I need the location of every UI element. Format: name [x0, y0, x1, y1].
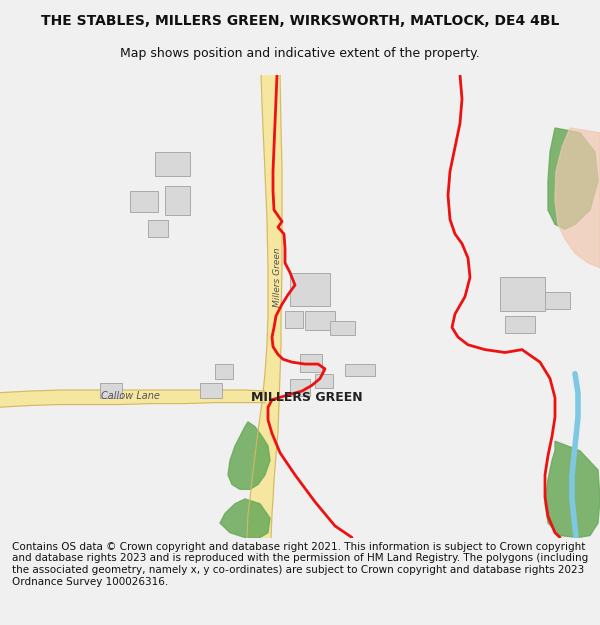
Text: Contains OS data © Crown copyright and database right 2021. This information is : Contains OS data © Crown copyright and d… — [12, 542, 588, 587]
Text: Map shows position and indicative extent of the property.: Map shows position and indicative extent… — [120, 48, 480, 61]
Bar — [300, 354, 322, 372]
Polygon shape — [555, 128, 600, 268]
Bar — [305, 311, 335, 331]
Text: THE STABLES, MILLERS GREEN, WIRKSWORTH, MATLOCK, DE4 4BL: THE STABLES, MILLERS GREEN, WIRKSWORTH, … — [41, 14, 559, 28]
Bar — [200, 383, 222, 398]
Text: Millers Green: Millers Green — [274, 248, 283, 307]
Bar — [215, 364, 233, 379]
Bar — [505, 316, 535, 333]
Polygon shape — [220, 499, 270, 538]
Polygon shape — [247, 75, 282, 538]
Text: Callow Lane: Callow Lane — [101, 391, 160, 401]
Bar — [500, 278, 545, 311]
Bar — [345, 364, 375, 376]
Polygon shape — [548, 128, 598, 229]
Polygon shape — [228, 422, 270, 489]
Bar — [545, 292, 570, 309]
Bar — [315, 374, 333, 388]
Bar — [285, 311, 303, 328]
Bar — [330, 321, 355, 335]
Bar — [155, 152, 190, 176]
Bar — [165, 186, 190, 215]
Text: MILLERS GREEN: MILLERS GREEN — [251, 391, 363, 404]
Bar — [100, 383, 122, 398]
Polygon shape — [545, 441, 600, 538]
Bar — [290, 379, 310, 396]
Bar — [148, 219, 168, 237]
Polygon shape — [0, 390, 265, 408]
Bar — [130, 191, 158, 212]
Bar — [290, 272, 330, 306]
